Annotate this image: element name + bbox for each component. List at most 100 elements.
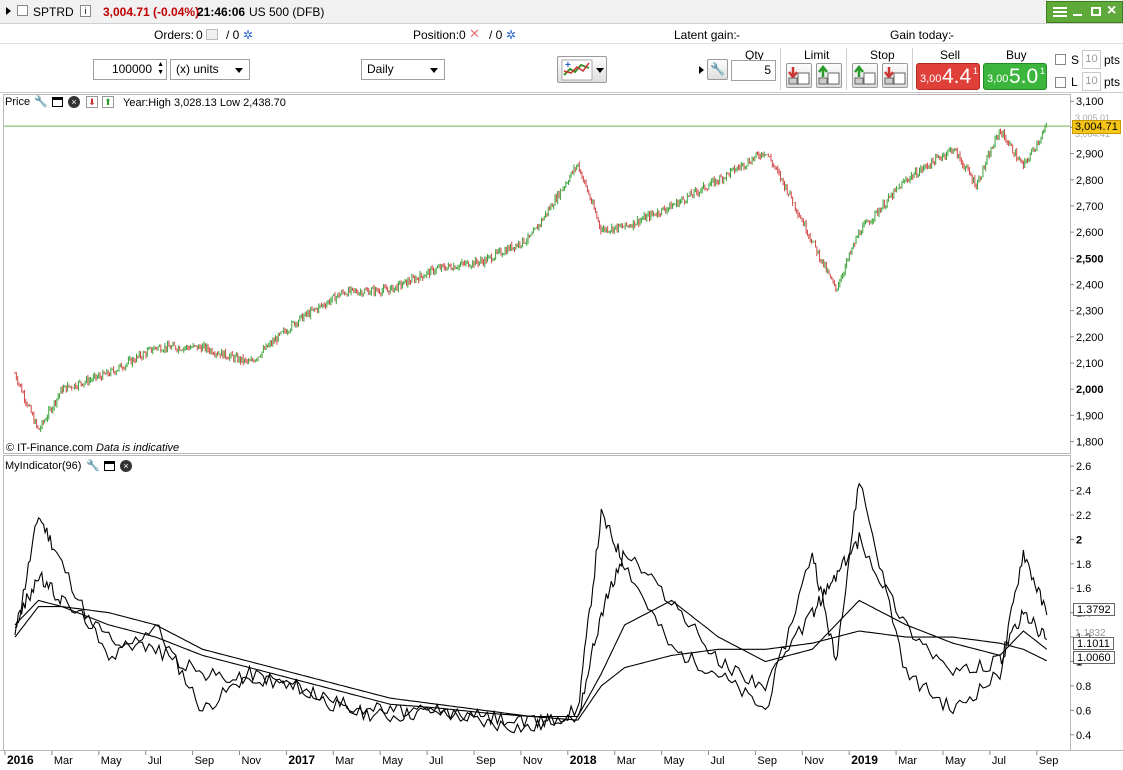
indicator-tick-label: 1.8 bbox=[1076, 559, 1091, 571]
sell-price-small: 3,00 bbox=[920, 73, 942, 85]
indicator-value-2: 1.1011 bbox=[1073, 637, 1114, 650]
stop-buy-icon bbox=[854, 64, 876, 85]
orders-value-2: / 0 bbox=[226, 28, 240, 42]
quantity-value: 100000 bbox=[111, 62, 152, 76]
menu-icon[interactable] bbox=[1053, 7, 1067, 18]
indicator-tick-label: 0.4 bbox=[1076, 730, 1091, 742]
gain-today-value: - bbox=[950, 28, 954, 42]
period-select[interactable]: Daily bbox=[361, 59, 445, 80]
stop-sell-button[interactable] bbox=[882, 63, 908, 88]
stop-checkbox[interactable] bbox=[1055, 54, 1066, 65]
sell-price-ghost: 3,004.41 bbox=[1075, 129, 1111, 139]
time-tick-label: Mar bbox=[335, 755, 354, 767]
maximize-panel-icon[interactable] bbox=[52, 97, 63, 107]
stop-s-label: S bbox=[1071, 53, 1080, 67]
time-tick-label: Jul bbox=[429, 755, 443, 767]
indicator-value-1: 1.3792 bbox=[1073, 603, 1115, 616]
indicator-tick-label: 0.8 bbox=[1076, 681, 1091, 693]
time-tick-label: May bbox=[382, 755, 403, 767]
time-tick-label: Mar bbox=[617, 755, 636, 767]
indicator-chart-icon: + bbox=[561, 59, 593, 81]
restore-icon[interactable] bbox=[1091, 7, 1101, 16]
buy-arrow-icon[interactable]: ⬆ bbox=[102, 96, 114, 108]
time-tick-label: Sep bbox=[476, 755, 496, 767]
limit-label: Limit bbox=[804, 48, 830, 62]
wrench-icon[interactable]: 🔧 bbox=[86, 460, 100, 472]
wrench-icon[interactable]: 🔧 bbox=[34, 96, 48, 108]
stop-buy-button[interactable] bbox=[852, 63, 878, 88]
chart-area[interactable]: 3,1003,0002,9002,8002,7002,6002,5002,400… bbox=[0, 94, 1123, 770]
info-icon[interactable]: i bbox=[80, 5, 91, 17]
sell-button[interactable]: 3,00 4.4 1 bbox=[916, 63, 980, 90]
time-tick-label: Sep bbox=[195, 755, 215, 767]
position-gear-icon[interactable]: ✲ bbox=[506, 28, 517, 42]
buy-button[interactable]: 3,00 5.0 1 bbox=[983, 63, 1047, 90]
time-tick-label: Jul bbox=[148, 755, 162, 767]
units-select[interactable]: (x) units bbox=[170, 59, 250, 80]
price-tick-label: 1,800 bbox=[1076, 437, 1104, 449]
indicator-axis: 2.62.42.221.81.61.41.210.80.60.4 bbox=[1070, 461, 1091, 742]
orders-value: 0 bbox=[196, 28, 203, 42]
price-panel-frame bbox=[3, 94, 1071, 454]
stop-pts-input[interactable]: 10 bbox=[1082, 50, 1101, 69]
orders-chart-icon[interactable] bbox=[206, 29, 218, 40]
indicator-tick-label: 0.6 bbox=[1076, 705, 1091, 717]
indicator-panel-frame bbox=[3, 455, 1071, 751]
maximize-panel-icon[interactable] bbox=[104, 461, 115, 471]
price-tick-label: 2,400 bbox=[1076, 279, 1104, 291]
minimize-icon[interactable] bbox=[1073, 14, 1082, 16]
indicator-line-3 bbox=[14, 599, 1048, 718]
chart-canvas[interactable]: 3,1003,0002,9002,8002,7002,6002,5002,400… bbox=[0, 94, 1123, 770]
indicator-tick-label: 2.4 bbox=[1076, 486, 1091, 498]
limit-pts-input[interactable]: 10 bbox=[1082, 72, 1101, 91]
title-bar: SPTRD i 3,004.71 (-0.04%) 21:46:06 US 50… bbox=[0, 0, 1123, 24]
time-tick-label: Jul bbox=[992, 755, 1006, 767]
time-tick-label: 2018 bbox=[570, 753, 597, 767]
price-series bbox=[14, 122, 1047, 432]
price-tick-label: 2,300 bbox=[1076, 306, 1104, 318]
market-name: US 500 (DFB) bbox=[249, 5, 325, 19]
price-tick-label: 3,100 bbox=[1076, 96, 1104, 108]
price-tick-label: 2,900 bbox=[1076, 149, 1104, 161]
collapse-arrow-icon[interactable] bbox=[6, 7, 11, 15]
time-tick-label: 2017 bbox=[288, 753, 315, 767]
close-panel-icon[interactable]: × bbox=[120, 460, 132, 472]
year-stats: Year:High 3,028.13 Low 2,438.70 bbox=[123, 97, 286, 109]
sell-label: Sell bbox=[940, 48, 961, 62]
quantity-input[interactable]: 100000 ▲ ▼ bbox=[93, 59, 167, 80]
stop-sell-icon bbox=[884, 67, 906, 85]
limit-sell-button[interactable] bbox=[786, 63, 812, 88]
stop-label: Stop bbox=[870, 48, 895, 62]
limit-l-label: L bbox=[1071, 75, 1078, 89]
window-controls: × bbox=[1046, 1, 1123, 23]
indicator-series bbox=[14, 482, 1048, 734]
latent-gain-label: Latent gain: bbox=[674, 28, 737, 42]
position-close-icon[interactable]: ✕ bbox=[469, 26, 480, 41]
buy-price-big: 5.0 bbox=[1009, 65, 1039, 88]
info-bar: Orders: 0 / 0 ✲ Position: 0 ✕ / 0 ✲ Late… bbox=[0, 25, 1123, 44]
limit-checkbox[interactable] bbox=[1055, 77, 1066, 88]
indicator-line-4 bbox=[14, 599, 1048, 721]
settings-wrench-button[interactable]: 🔧 bbox=[707, 59, 728, 80]
indicators-button[interactable]: + bbox=[557, 56, 607, 83]
limit-buy-button[interactable] bbox=[816, 63, 842, 88]
quantity-spinner-icon[interactable]: ▲ ▼ bbox=[157, 61, 164, 76]
time-tick-label: 2016 bbox=[7, 753, 34, 767]
time-tick-label: Sep bbox=[757, 755, 777, 767]
stop-pts-label: pts bbox=[1104, 53, 1121, 67]
orders-label: Orders: bbox=[154, 28, 195, 42]
close-icon[interactable]: × bbox=[1107, 2, 1117, 19]
qty-value: 5 bbox=[764, 63, 771, 77]
sell-arrow-icon[interactable]: ⬇ bbox=[86, 96, 98, 108]
qty-input[interactable]: 5 bbox=[731, 60, 776, 81]
indicator-tick-label: 2 bbox=[1076, 534, 1082, 546]
expand-arrow-icon[interactable] bbox=[699, 66, 704, 74]
watch-checkbox[interactable] bbox=[17, 5, 28, 16]
orders-gear-icon[interactable]: ✲ bbox=[243, 28, 254, 42]
price-tick-label: 2,200 bbox=[1076, 332, 1104, 344]
gain-today-label: Gain today: bbox=[890, 28, 952, 42]
divider bbox=[780, 48, 781, 90]
symbol-label: SPTRD bbox=[33, 5, 74, 19]
indicator-panel-label: MyIndicator(96) bbox=[5, 460, 82, 472]
close-panel-icon[interactable]: × bbox=[68, 96, 80, 108]
